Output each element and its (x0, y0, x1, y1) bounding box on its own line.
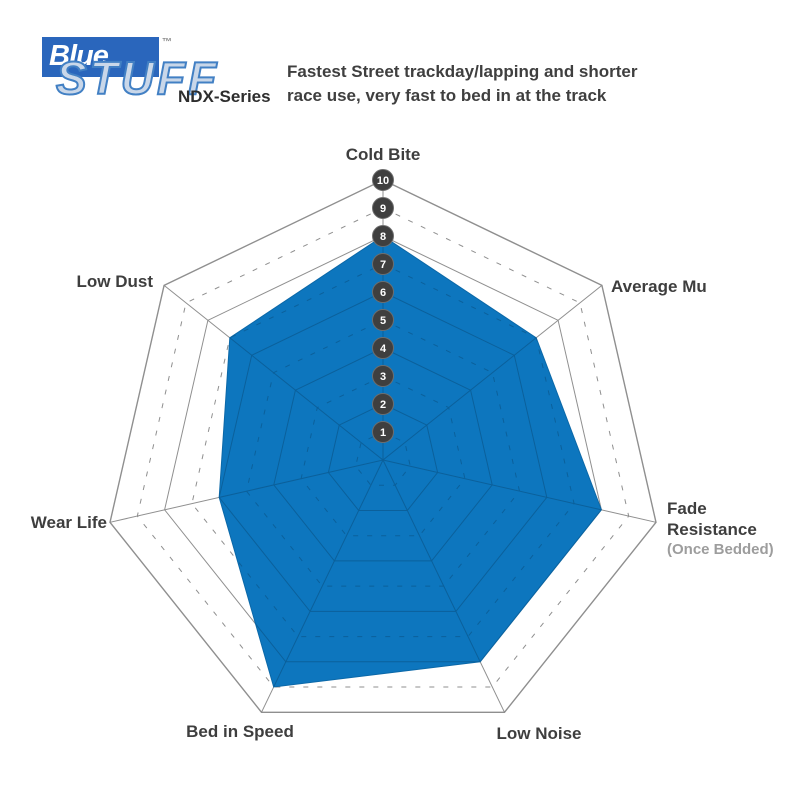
scale-marker-number: 8 (380, 231, 386, 243)
scale-marker-number: 6 (380, 287, 386, 299)
scale-marker-circle (372, 393, 394, 415)
scale-marker-number: 7 (380, 259, 386, 271)
scale-marker-circle (372, 309, 394, 331)
scale-marker-circle (372, 253, 394, 275)
bluestuff-logo: Blue ™ STUFF NDX-Series (40, 30, 290, 118)
scale-markers: 1 2 3 4 5 6 7 8 9 10 (372, 169, 394, 443)
scale-marker-circle (372, 421, 394, 443)
logo-word-blue: Blue (49, 40, 109, 72)
axis-label-average-mu: Average Mu (611, 277, 707, 296)
logo-word-stuff: STUFF (55, 52, 220, 104)
logo-blue-box: Blue (42, 37, 159, 77)
axis-label-wear-life: Wear Life (30, 513, 107, 532)
scale-marker-circle (372, 281, 394, 303)
scale-marker-number: 10 (377, 175, 389, 187)
axis-label-fade-resistance-main: Fade Resistance (667, 499, 757, 540)
axis-label-cold-bite: Cold Bite (345, 145, 421, 164)
scale-marker-number: 3 (380, 371, 386, 383)
scale-marker-number: 9 (380, 203, 386, 215)
axis-label-low-dust: Low Dust (76, 272, 154, 291)
axis-label-low-noise: Low Noise (496, 724, 582, 743)
scale-marker-circle (372, 169, 394, 191)
data-polygon (218, 235, 602, 688)
scale-marker-number: 2 (380, 399, 386, 411)
scale-marker-circle (372, 225, 394, 247)
trademark-symbol: ™ (162, 37, 172, 48)
axis-label-once-bedded: (Once Bedded) (667, 540, 774, 558)
scale-marker-circle (372, 197, 394, 219)
axis-label-bed-in-speed: Bed in Speed (186, 722, 294, 741)
scale-marker-circle (372, 337, 394, 359)
logo-series-name: NDX-Series (178, 87, 271, 106)
description-line-2: race use, very fast to bed in at the tra… (287, 85, 607, 105)
scale-marker-number: 4 (380, 343, 387, 355)
scale-marker-circle (372, 365, 394, 387)
product-description: Fastest Street trackday/lapping and shor… (287, 60, 707, 108)
description-line-1: Fastest Street trackday/lapping and shor… (287, 62, 638, 81)
axis-label-fade-resistance: Fade Resistance (Once Bedded) (667, 498, 787, 559)
scale-marker-number: 1 (380, 427, 386, 439)
scale-marker-number: 5 (380, 315, 386, 327)
